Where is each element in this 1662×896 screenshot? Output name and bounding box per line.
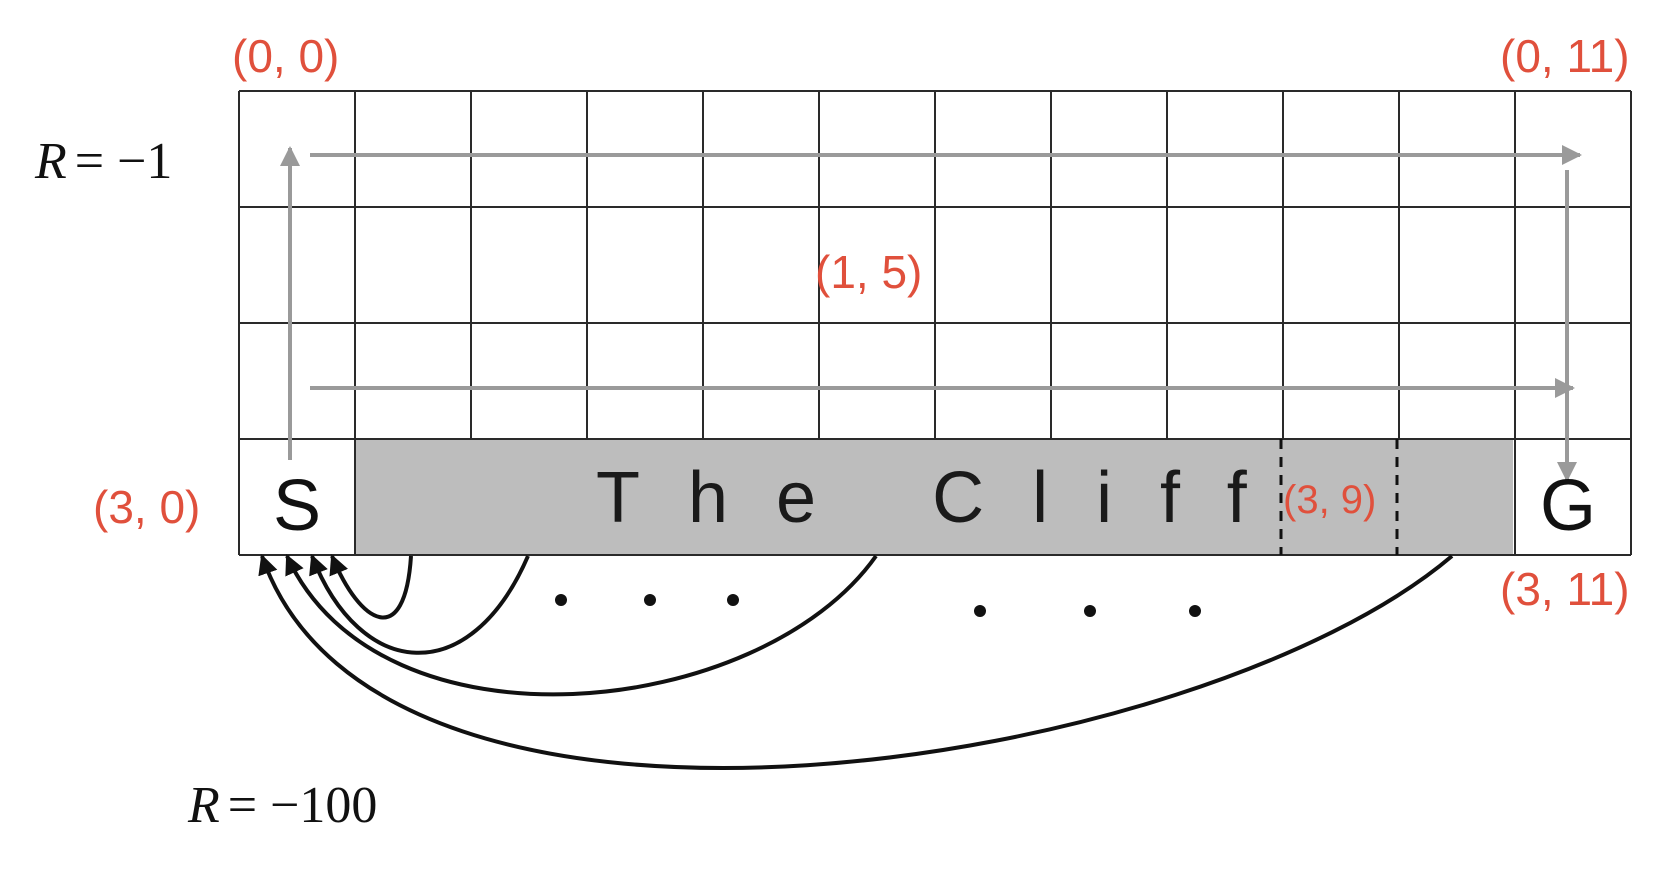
coord-bottom-right: (3, 11) — [1500, 563, 1630, 615]
cliff-region — [355, 439, 1513, 555]
goal-label: G — [1540, 466, 1596, 546]
fall-arrow-4 — [258, 554, 1454, 770]
reward-cliff-label: R = −100 — [187, 777, 377, 834]
ellipsis-dots — [555, 594, 1201, 617]
reward-step-label: R = −1 — [34, 133, 172, 190]
fall-arrows — [258, 554, 1454, 770]
coord-middle: (1, 5) — [815, 246, 922, 298]
coord-top-left: (0, 0) — [232, 30, 339, 82]
fall-arrow-3 — [285, 554, 878, 697]
coord-bottom-left: (3, 0) — [93, 481, 200, 533]
start-label: S — [273, 466, 321, 546]
fall-arrow-1 — [329, 554, 413, 620]
grid-lines — [238, 90, 1632, 556]
cliff-cell-highlight — [1279, 439, 1399, 555]
coord-top-right: (0, 11) — [1500, 30, 1630, 82]
fall-arrow-2 — [309, 554, 530, 655]
coord-cliff-cell: (3, 9) — [1283, 478, 1376, 522]
cliff-label: The Cliff — [596, 458, 1295, 538]
path-arrows — [280, 145, 1582, 482]
